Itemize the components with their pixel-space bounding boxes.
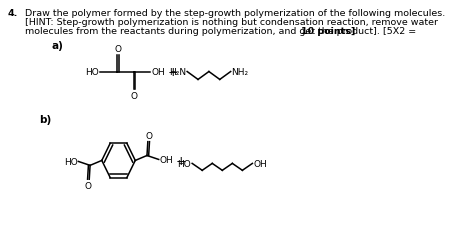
Text: HO: HO bbox=[85, 68, 99, 77]
Text: O: O bbox=[85, 181, 92, 190]
Text: 4.: 4. bbox=[7, 9, 18, 18]
Text: OH: OH bbox=[253, 159, 267, 168]
Text: [HINT: Step-growth polymerization is nothing but condensation reaction, remove w: [HINT: Step-growth polymerization is not… bbox=[25, 18, 438, 27]
Text: +: + bbox=[176, 154, 187, 167]
Text: 10 points]: 10 points] bbox=[301, 27, 356, 36]
Text: Draw the polymer formed by the step-growth polymerization of the following molec: Draw the polymer formed by the step-grow… bbox=[25, 9, 445, 18]
Text: O: O bbox=[114, 45, 121, 54]
Text: a): a) bbox=[52, 41, 64, 51]
Text: O: O bbox=[145, 131, 152, 140]
Text: NH₂: NH₂ bbox=[231, 68, 249, 77]
Text: H₂N: H₂N bbox=[169, 68, 186, 77]
Text: HO: HO bbox=[178, 159, 191, 168]
Text: molecules from the reactants during polymerization, and get the product]. [5X2 =: molecules from the reactants during poly… bbox=[25, 27, 416, 36]
Text: +: + bbox=[168, 66, 178, 79]
Text: O: O bbox=[131, 92, 138, 101]
Text: OH: OH bbox=[151, 68, 165, 77]
Text: b): b) bbox=[39, 114, 51, 124]
Text: HO: HO bbox=[64, 157, 78, 166]
Text: OH: OH bbox=[160, 155, 173, 164]
